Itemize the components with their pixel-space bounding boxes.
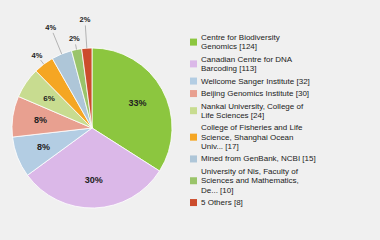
label-leader: [53, 33, 62, 54]
legend-swatch: [190, 78, 197, 85]
legend-label: Wellcome Sanger Institute [32]: [201, 77, 310, 86]
pie-slice: [72, 49, 92, 128]
data-label: 33%: [129, 98, 147, 108]
legend-label: College of Fisheries and LifeScience, Sh…: [201, 123, 303, 151]
legend-item: Centre for BiodiversityGenomics [124]: [190, 33, 280, 51]
legend-label: Centre for BiodiversityGenomics [124]: [201, 33, 280, 51]
legend-item: Nankai University, College ofLife Scienc…: [190, 102, 304, 120]
legend-swatch: [190, 107, 197, 114]
legend-item: College of Fisheries and LifeScience, Sh…: [190, 123, 303, 151]
legend-swatch: [190, 177, 197, 184]
legend-label: Canadian Centre for DNABarcoding [113]: [201, 55, 293, 73]
data-label: 2%: [80, 15, 91, 24]
chart: 33% 30% 8% 8% 6% 4% 4% 2% 2% Centre for Biodivers…: [0, 0, 380, 240]
label-leader: [41, 60, 44, 64]
legend-swatch: [190, 155, 197, 162]
data-label: 8%: [37, 142, 50, 152]
data-label: 2%: [69, 34, 80, 43]
legend-item: Wellcome Sanger Institute [32]: [190, 77, 310, 86]
label-leader: [85, 25, 86, 48]
data-label: 30%: [85, 175, 103, 185]
legend-swatch: [190, 39, 197, 46]
legend-swatch: [190, 90, 197, 97]
legend-swatch: [190, 199, 197, 206]
legend-item: Mined from GenBank, NCBI [15]: [190, 154, 316, 163]
legend-swatch: [190, 60, 197, 67]
data-label: 6%: [43, 94, 55, 103]
label-leader: [76, 44, 77, 49]
legend-label: Nankai University, College ofLife Scienc…: [201, 102, 304, 120]
legend-label: 5 Others [8]: [201, 198, 243, 207]
legend: Centre for BiodiversityGenomics [124] Can…: [190, 33, 316, 207]
pie-slice: [82, 48, 92, 128]
legend-item: University of Nis, Faculty ofSciences an…: [190, 167, 299, 195]
slices: [12, 48, 172, 208]
legend-label: Beijing Genomics Institute [30]: [201, 89, 309, 98]
legend-swatch: [190, 134, 197, 141]
data-label: 8%: [34, 115, 47, 125]
legend-item: Beijing Genomics Institute [30]: [190, 89, 309, 98]
legend-label: Mined from GenBank, NCBI [15]: [201, 154, 316, 163]
legend-item: 5 Others [8]: [190, 198, 243, 207]
data-label: 4%: [32, 51, 43, 60]
data-labels: 33% 30% 8% 8% 6% 4% 4% 2% 2%: [32, 15, 147, 185]
legend-label: University of Nis, Faculty ofSciences an…: [201, 167, 299, 195]
data-label: 4%: [45, 23, 56, 32]
legend-item: Canadian Centre for DNABarcoding [113]: [190, 55, 293, 73]
